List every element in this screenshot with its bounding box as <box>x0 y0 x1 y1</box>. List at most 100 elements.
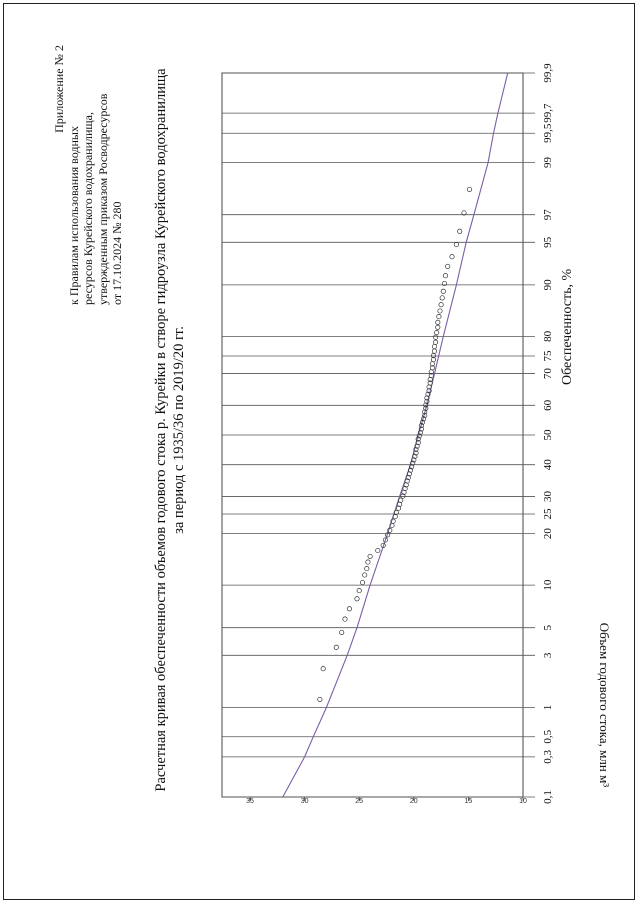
observed-point <box>410 460 416 466</box>
observed-point <box>380 542 386 548</box>
page-border <box>3 3 635 900</box>
observed-point <box>400 493 406 499</box>
observed-point <box>435 319 441 325</box>
observed-point <box>407 467 414 473</box>
x-tick-label: 97 <box>542 209 554 221</box>
observed-point <box>387 527 393 533</box>
observed-point <box>437 308 443 314</box>
observed-point <box>422 409 428 415</box>
observed-point <box>342 616 348 622</box>
observed-point <box>418 426 424 432</box>
observed-point <box>424 398 430 404</box>
x-tick-label: 5 <box>542 624 554 630</box>
observed-point <box>431 343 438 350</box>
observed-point <box>317 696 323 702</box>
observed-point <box>419 419 426 425</box>
x-tick-label: 99 <box>542 156 554 168</box>
observed-point <box>356 588 362 594</box>
observed-point <box>423 402 429 408</box>
observed-point <box>375 547 381 554</box>
observed-point <box>422 412 428 419</box>
observed-point <box>431 348 438 354</box>
observed-point <box>402 485 408 492</box>
observed-point <box>417 429 423 435</box>
observed-point <box>428 373 434 379</box>
observed-point <box>427 380 433 386</box>
observed-point <box>365 559 371 565</box>
observed-point <box>367 553 373 559</box>
x-tick-label: 3 <box>542 652 554 658</box>
observed-point <box>430 357 437 363</box>
observed-point <box>461 210 467 216</box>
x-tick-label: 25 <box>542 508 554 520</box>
observed-point <box>415 440 421 446</box>
observed-point <box>434 330 440 336</box>
observed-point <box>359 579 366 586</box>
observed-point <box>435 324 441 330</box>
observed-point <box>413 450 419 456</box>
observed-point <box>440 288 446 294</box>
observed-point <box>418 423 424 429</box>
observed-point <box>424 395 430 401</box>
x-tick-label: 80 <box>542 330 554 342</box>
observed-point <box>453 242 459 248</box>
observed-point <box>426 388 432 394</box>
observed-point <box>445 263 451 269</box>
observed-point <box>398 497 404 503</box>
observed-point <box>449 254 455 260</box>
observed-point <box>457 228 463 234</box>
observed-point <box>411 457 417 463</box>
observed-point <box>385 532 391 538</box>
y-tick-label: 30 <box>301 798 309 805</box>
observed-point <box>333 644 339 650</box>
observed-point <box>364 566 370 572</box>
observed-point <box>433 334 439 340</box>
x-tick-label: 60 <box>542 399 554 411</box>
observed-point <box>339 629 345 635</box>
x-tick-label: 95 <box>542 236 554 248</box>
observed-point <box>320 666 326 672</box>
observed-point <box>409 464 415 470</box>
observed-point <box>442 273 449 279</box>
x-tick-label: 30 <box>542 490 554 502</box>
observed-point <box>429 365 435 371</box>
x-tick-label: 0,3 <box>542 750 554 764</box>
observed-point <box>466 186 473 192</box>
observed-point <box>436 314 442 320</box>
x-tick-label: 70 <box>542 368 554 380</box>
observed-point <box>421 416 427 422</box>
x-tick-label: 40 <box>542 459 554 471</box>
observed-point <box>405 475 411 481</box>
x-tick-label: 0,1 <box>542 790 554 804</box>
observed-point <box>390 518 396 524</box>
x-tick-label: 0,5 <box>542 729 554 743</box>
observed-point <box>412 453 418 459</box>
observed-point <box>393 509 399 516</box>
observed-point <box>397 501 403 507</box>
theoretical-curve <box>282 72 509 798</box>
observed-point <box>415 436 421 442</box>
observed-point <box>403 482 409 488</box>
observed-point <box>362 572 368 578</box>
x-tick-label: 75 <box>542 350 554 362</box>
y-tick-label: 35 <box>246 798 254 805</box>
observed-point <box>414 443 420 449</box>
x-axis-title: Обеспеченность, % <box>560 268 575 385</box>
observed-point <box>439 295 445 301</box>
y-tick-label: 15 <box>465 798 473 805</box>
observed-point <box>404 478 410 484</box>
y-axis-label: Объем годового стока, млн м³ <box>597 623 612 788</box>
x-tick-label: 99,7 <box>542 103 554 123</box>
x-tick-label: 20 <box>542 528 554 540</box>
observed-point <box>416 433 422 439</box>
y-tick-label: 20 <box>410 798 418 805</box>
observed-point <box>413 446 419 452</box>
observed-point <box>438 302 444 308</box>
observed-point <box>382 537 388 543</box>
y-tick-label: 25 <box>355 798 363 805</box>
x-tick-label: 10 <box>542 579 554 591</box>
x-tick-label: 99,9 <box>542 63 554 83</box>
observed-point <box>346 606 352 612</box>
